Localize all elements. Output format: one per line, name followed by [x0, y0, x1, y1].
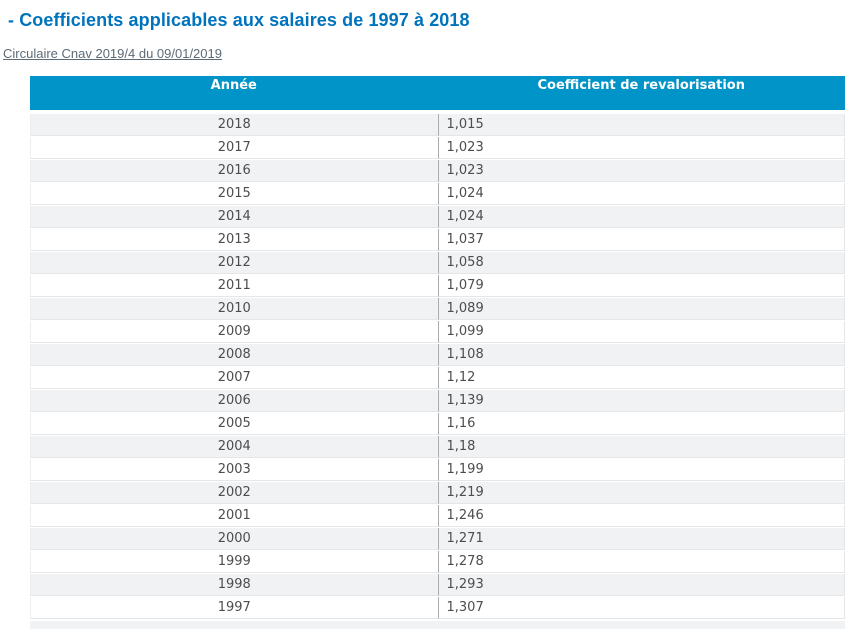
- coefficient-cell: 1,024: [437, 183, 845, 205]
- coefficient-cell: 1,271: [437, 528, 845, 550]
- table-row-partial: [30, 621, 845, 629]
- coefficient-cell: 1,199: [437, 459, 845, 481]
- table-row: 2008 1,108: [30, 344, 845, 366]
- coefficient-cell: 1,023: [437, 137, 845, 159]
- year-cell: 2018: [30, 114, 438, 136]
- page: - Coefficients applicables aux salaires …: [0, 9, 858, 639]
- coefficient-cell: 1,015: [437, 114, 845, 136]
- coefficient-cell: 1,139: [437, 390, 845, 412]
- column-header-annee: Année: [30, 76, 438, 113]
- table-row: 1998 1,293: [30, 574, 845, 596]
- table-row: 2016 1,023: [30, 160, 845, 182]
- table-row: 2013 1,037: [30, 229, 845, 251]
- coefficient-cell: 1,099: [437, 321, 845, 343]
- year-cell: 2004: [30, 436, 438, 458]
- table-header: Année Coefficient de revalorisation: [30, 76, 845, 113]
- year-cell: 2002: [30, 482, 438, 504]
- year-cell: 2007: [30, 367, 438, 389]
- coefficient-cell: 1,307: [437, 597, 845, 619]
- table-row: 1999 1,278: [30, 551, 845, 573]
- coefficient-cell: 1,246: [437, 505, 845, 527]
- coefficients-table: Année Coefficient de revalorisation 2018…: [30, 75, 845, 620]
- table-header-row: Année Coefficient de revalorisation: [30, 76, 845, 113]
- table-row: 2007 1,12: [30, 367, 845, 389]
- table-row: 2014 1,024: [30, 206, 845, 228]
- coefficient-cell: 1,023: [437, 160, 845, 182]
- year-cell: 2006: [30, 390, 438, 412]
- table-row: 2018 1,015: [30, 114, 845, 136]
- year-cell: 2013: [30, 229, 438, 251]
- year-cell: 1997: [30, 597, 438, 619]
- year-cell: 2010: [30, 298, 438, 320]
- coefficient-cell: 1,278: [437, 551, 845, 573]
- coefficient-cell: 1,293: [437, 574, 845, 596]
- coefficient-cell: 1,089: [437, 298, 845, 320]
- table-row: 2002 1,219: [30, 482, 845, 504]
- coefficient-cell: 1,079: [437, 275, 845, 297]
- year-cell: 2011: [30, 275, 438, 297]
- year-cell: 2005: [30, 413, 438, 435]
- circulaire-cnav-link[interactable]: Circulaire Cnav 2019/4 du 09/01/2019: [3, 46, 222, 61]
- coefficient-cell: 1,024: [437, 206, 845, 228]
- table-row: 2017 1,023: [30, 137, 845, 159]
- coefficient-cell: 1,037: [437, 229, 845, 251]
- table-row: 2012 1,058: [30, 252, 845, 274]
- year-cell: 2000: [30, 528, 438, 550]
- table-row: 2006 1,139: [30, 390, 845, 412]
- table-row: 2005 1,16: [30, 413, 845, 435]
- coefficient-cell: 1,18: [437, 436, 845, 458]
- year-cell: 2009: [30, 321, 438, 343]
- year-cell: 1998: [30, 574, 438, 596]
- table-row: 2015 1,024: [30, 183, 845, 205]
- table-row: 2011 1,079: [30, 275, 845, 297]
- coefficient-cell: 1,058: [437, 252, 845, 274]
- coefficient-cell: 1,12: [437, 367, 845, 389]
- year-cell: 1999: [30, 551, 438, 573]
- year-cell: 2008: [30, 344, 438, 366]
- year-cell: 2016: [30, 160, 438, 182]
- table-row: 2004 1,18: [30, 436, 845, 458]
- coefficient-cell: 1,16: [437, 413, 845, 435]
- year-cell: 2003: [30, 459, 438, 481]
- table-row: 1997 1,307: [30, 597, 845, 619]
- table-row: 2009 1,099: [30, 321, 845, 343]
- year-cell: 2001: [30, 505, 438, 527]
- table-row: 2010 1,089: [30, 298, 845, 320]
- year-cell: 2014: [30, 206, 438, 228]
- table-row: 2000 1,271: [30, 528, 845, 550]
- table-row: 2001 1,246: [30, 505, 845, 527]
- year-cell: 2015: [30, 183, 438, 205]
- year-cell: 2012: [30, 252, 438, 274]
- coefficient-cell: 1,108: [437, 344, 845, 366]
- page-title: - Coefficients applicables aux salaires …: [8, 10, 470, 30]
- table-row: 2003 1,199: [30, 459, 845, 481]
- year-cell: 2017: [30, 137, 438, 159]
- table-body: 2018 1,015 2017 1,023 2016 1,023 2015 1,…: [30, 114, 845, 619]
- coefficient-cell: 1,219: [437, 482, 845, 504]
- column-header-coefficient: Coefficient de revalorisation: [437, 76, 845, 113]
